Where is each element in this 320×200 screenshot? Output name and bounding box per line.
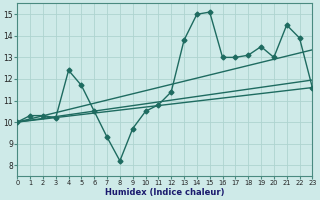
- X-axis label: Humidex (Indice chaleur): Humidex (Indice chaleur): [105, 188, 225, 197]
